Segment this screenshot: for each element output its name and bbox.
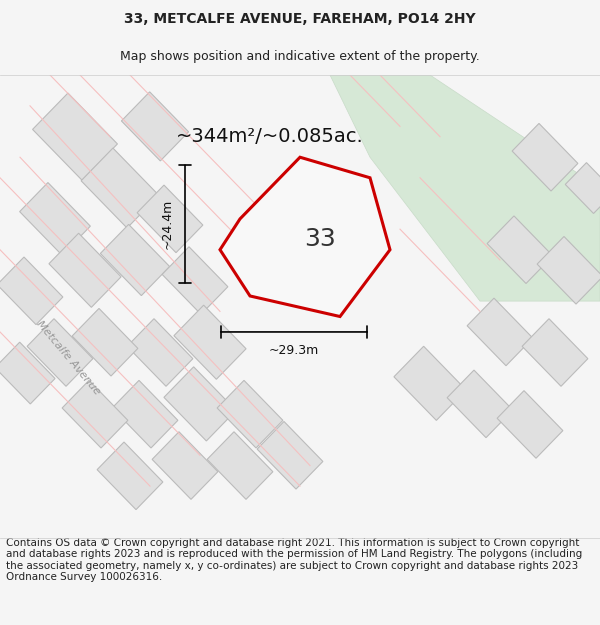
Polygon shape — [565, 162, 600, 214]
Polygon shape — [112, 381, 178, 448]
Text: Contains OS data © Crown copyright and database right 2021. This information is : Contains OS data © Crown copyright and d… — [6, 538, 582, 582]
Polygon shape — [467, 298, 533, 366]
Polygon shape — [220, 158, 390, 316]
Polygon shape — [137, 185, 203, 253]
Text: ~29.3m: ~29.3m — [269, 344, 319, 357]
Polygon shape — [72, 308, 138, 376]
Polygon shape — [174, 305, 246, 379]
Polygon shape — [27, 319, 93, 386]
Polygon shape — [152, 432, 218, 499]
Text: ~344m²/~0.085ac.: ~344m²/~0.085ac. — [176, 127, 364, 146]
Polygon shape — [447, 370, 513, 438]
Polygon shape — [32, 93, 118, 180]
Text: 33: 33 — [304, 228, 336, 251]
Polygon shape — [97, 442, 163, 509]
Polygon shape — [512, 123, 578, 191]
Polygon shape — [257, 421, 323, 489]
Polygon shape — [162, 247, 228, 314]
Polygon shape — [522, 319, 588, 386]
Polygon shape — [81, 148, 159, 228]
Text: Metcalfe Avenue: Metcalfe Avenue — [34, 319, 102, 397]
Text: 33, METCALFE AVENUE, FAREHAM, PO14 2HY: 33, METCALFE AVENUE, FAREHAM, PO14 2HY — [124, 12, 476, 26]
Polygon shape — [497, 391, 563, 458]
Polygon shape — [217, 381, 283, 448]
Polygon shape — [20, 182, 91, 255]
Polygon shape — [121, 92, 188, 161]
Polygon shape — [207, 432, 273, 499]
Polygon shape — [49, 233, 121, 308]
Polygon shape — [487, 216, 553, 284]
Text: Map shows position and indicative extent of the property.: Map shows position and indicative extent… — [120, 50, 480, 62]
Polygon shape — [394, 346, 466, 421]
Polygon shape — [0, 342, 55, 404]
Polygon shape — [62, 381, 128, 448]
Polygon shape — [100, 224, 170, 296]
Polygon shape — [164, 367, 236, 441]
Text: ~24.4m: ~24.4m — [161, 199, 173, 249]
Polygon shape — [127, 319, 193, 386]
Polygon shape — [330, 75, 600, 301]
Polygon shape — [0, 257, 63, 324]
Polygon shape — [537, 236, 600, 304]
